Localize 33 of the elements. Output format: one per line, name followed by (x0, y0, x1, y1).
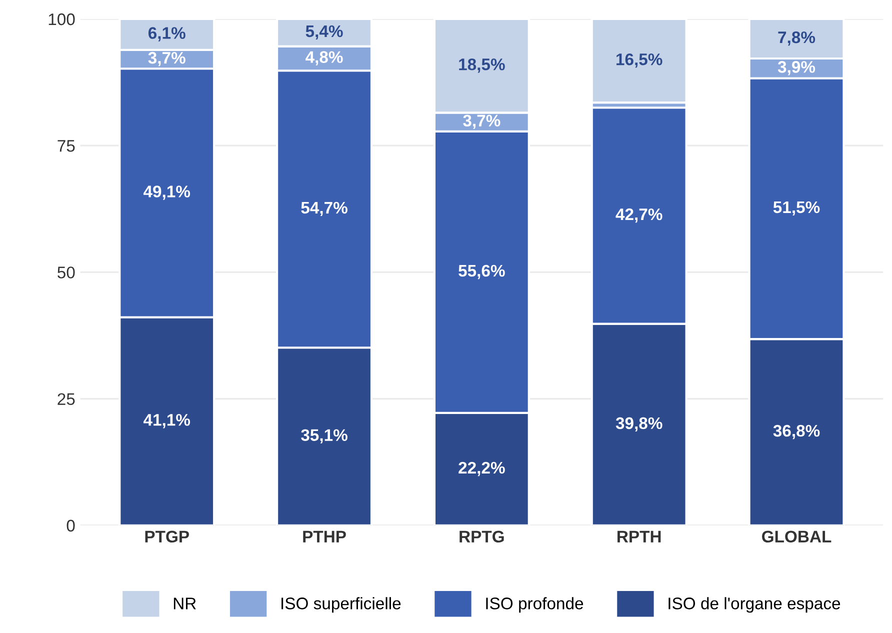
data-label: 3,9% (778, 61, 816, 76)
data-label: 49,1% (143, 186, 190, 200)
data-label: 3,7% (463, 114, 500, 129)
data-label: 36,8% (773, 424, 820, 440)
data-label: 22,2% (458, 462, 505, 476)
legend-label: ISO superficielle (282, 597, 401, 613)
x-tick-label: PTGP (145, 530, 189, 542)
y-tick-label: 75 (58, 140, 75, 152)
data-label: 55,6% (458, 264, 505, 280)
y-tick-label: 25 (58, 393, 75, 405)
y-tick-label: 0 (66, 520, 75, 532)
x-tick-label: PTHP (303, 530, 346, 542)
x-tick-label: RPTH (618, 530, 661, 542)
x-tick-label: GLOBAL (762, 530, 832, 542)
x-tick-label: RPTG (460, 530, 504, 542)
data-label: 42,7% (616, 208, 662, 223)
data-label: 6,1% (148, 27, 186, 42)
legend-label: NR (174, 598, 196, 610)
legend-label: ISO de l'organe espace (668, 597, 840, 613)
data-label: 51,5% (773, 201, 820, 216)
data-label: 18,5% (459, 58, 505, 73)
data-label: 35,1% (301, 429, 348, 444)
data-label: 3,7% (148, 52, 186, 66)
legend-label: ISO profonde (486, 597, 584, 613)
data-label: 54,7% (301, 202, 348, 216)
data-label: 5,4% (306, 25, 343, 40)
data-label: 16,5% (616, 53, 662, 68)
data-label: 4,8% (306, 51, 343, 66)
data-label: 7,8% (778, 31, 816, 46)
data-label: 41,1% (143, 414, 190, 428)
data-label: 39,8% (616, 417, 662, 432)
y-tick-label: 50 (58, 266, 75, 278)
y-tick-label: 100 (48, 13, 75, 26)
